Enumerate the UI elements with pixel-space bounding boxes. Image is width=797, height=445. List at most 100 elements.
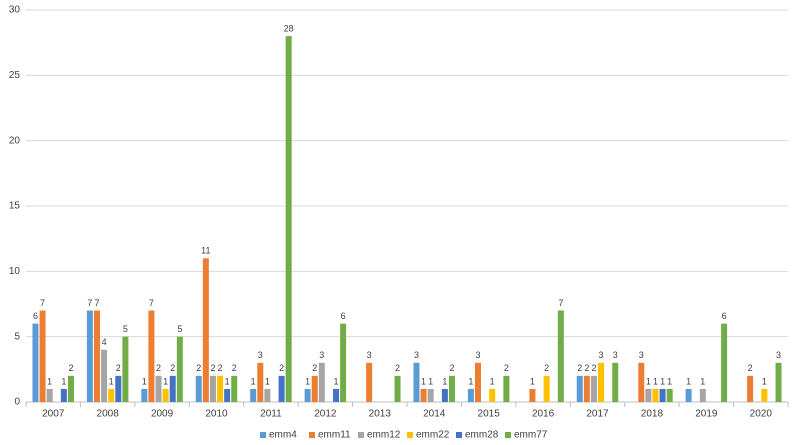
legend-label: emm4 bbox=[269, 430, 297, 441]
data-label: 3 bbox=[599, 350, 604, 360]
data-label: 2 bbox=[591, 363, 596, 373]
data-label: 1 bbox=[305, 376, 310, 386]
data-label: 3 bbox=[639, 350, 644, 360]
data-label: 5 bbox=[177, 324, 182, 334]
x-tick-label: 2018 bbox=[641, 409, 664, 420]
bar bbox=[557, 310, 564, 402]
bar bbox=[264, 388, 271, 402]
data-label: 7 bbox=[40, 298, 45, 308]
bar bbox=[108, 388, 115, 402]
bar bbox=[32, 323, 39, 402]
y-tick-label: 5 bbox=[14, 331, 20, 342]
data-label: 3 bbox=[258, 350, 263, 360]
bar bbox=[93, 310, 100, 402]
bar bbox=[666, 388, 673, 402]
legend-swatch bbox=[358, 432, 364, 438]
data-label: 1 bbox=[646, 376, 651, 386]
bar bbox=[467, 388, 474, 402]
bar bbox=[304, 388, 311, 402]
bar bbox=[441, 388, 448, 402]
x-tick-label: 2007 bbox=[42, 409, 65, 420]
bar bbox=[46, 388, 53, 402]
data-label: 1 bbox=[442, 376, 447, 386]
bar bbox=[659, 388, 666, 402]
data-label: 2 bbox=[232, 363, 237, 373]
data-label: 1 bbox=[47, 376, 52, 386]
legend-label: emm28 bbox=[465, 430, 499, 441]
data-label: 1 bbox=[530, 376, 535, 386]
y-tick-label: 25 bbox=[9, 70, 21, 81]
bar bbox=[448, 375, 455, 402]
data-label: 5 bbox=[123, 324, 128, 334]
bar bbox=[60, 388, 67, 402]
x-tick-label: 2020 bbox=[750, 409, 773, 420]
bar bbox=[340, 323, 347, 402]
data-label: 2 bbox=[584, 363, 589, 373]
data-label: 2 bbox=[210, 363, 215, 373]
bar bbox=[721, 323, 728, 402]
data-label: 1 bbox=[163, 376, 168, 386]
bar bbox=[427, 388, 434, 402]
data-label: 1 bbox=[428, 376, 433, 386]
bar bbox=[652, 388, 659, 402]
bar bbox=[115, 375, 122, 402]
bar bbox=[169, 375, 176, 402]
bar bbox=[474, 362, 481, 402]
bar bbox=[489, 388, 496, 402]
bar bbox=[645, 388, 652, 402]
bar bbox=[747, 375, 754, 402]
data-label: 1 bbox=[421, 376, 426, 386]
data-label: 1 bbox=[109, 376, 114, 386]
bar bbox=[250, 388, 257, 402]
data-label: 3 bbox=[776, 350, 781, 360]
data-label: 28 bbox=[284, 24, 294, 34]
data-label: 2 bbox=[218, 363, 223, 373]
bar bbox=[86, 310, 93, 402]
bar bbox=[231, 375, 238, 402]
x-tick-label: 2015 bbox=[478, 409, 501, 420]
legend-swatch bbox=[456, 432, 462, 438]
bar bbox=[576, 375, 583, 402]
bar bbox=[598, 362, 605, 402]
bar bbox=[155, 375, 162, 402]
x-tick-label: 2012 bbox=[314, 409, 337, 420]
bar bbox=[420, 388, 427, 402]
bar bbox=[148, 310, 155, 402]
legend-label: emm11 bbox=[318, 430, 351, 441]
bar bbox=[775, 362, 782, 402]
bar bbox=[318, 362, 325, 402]
bar bbox=[638, 362, 645, 402]
data-label: 1 bbox=[468, 376, 473, 386]
bar bbox=[612, 362, 619, 402]
data-label: 3 bbox=[367, 350, 372, 360]
data-label: 7 bbox=[87, 298, 92, 308]
data-label: 3 bbox=[319, 350, 324, 360]
data-label: 1 bbox=[265, 376, 270, 386]
bar bbox=[413, 362, 420, 402]
bar bbox=[224, 388, 231, 402]
bar bbox=[503, 375, 510, 402]
data-label: 7 bbox=[558, 298, 563, 308]
data-label: 1 bbox=[762, 376, 767, 386]
data-label: 1 bbox=[251, 376, 256, 386]
bar bbox=[761, 388, 768, 402]
bar bbox=[39, 310, 46, 402]
y-tick-label: 10 bbox=[9, 266, 21, 277]
data-label: 3 bbox=[475, 350, 480, 360]
bar bbox=[195, 375, 202, 402]
data-label: 1 bbox=[490, 376, 495, 386]
data-label: 1 bbox=[700, 376, 705, 386]
legend-swatch bbox=[309, 432, 315, 438]
x-tick-label: 2016 bbox=[532, 409, 555, 420]
bar bbox=[162, 388, 169, 402]
bar bbox=[699, 388, 706, 402]
data-label: 7 bbox=[94, 298, 99, 308]
legend-label: emm12 bbox=[367, 430, 401, 441]
data-label: 2 bbox=[544, 363, 549, 373]
data-label: 2 bbox=[395, 363, 400, 373]
x-tick-label: 2019 bbox=[695, 409, 718, 420]
bar bbox=[366, 362, 373, 402]
data-label: 2 bbox=[577, 363, 582, 373]
data-label: 11 bbox=[201, 246, 210, 256]
